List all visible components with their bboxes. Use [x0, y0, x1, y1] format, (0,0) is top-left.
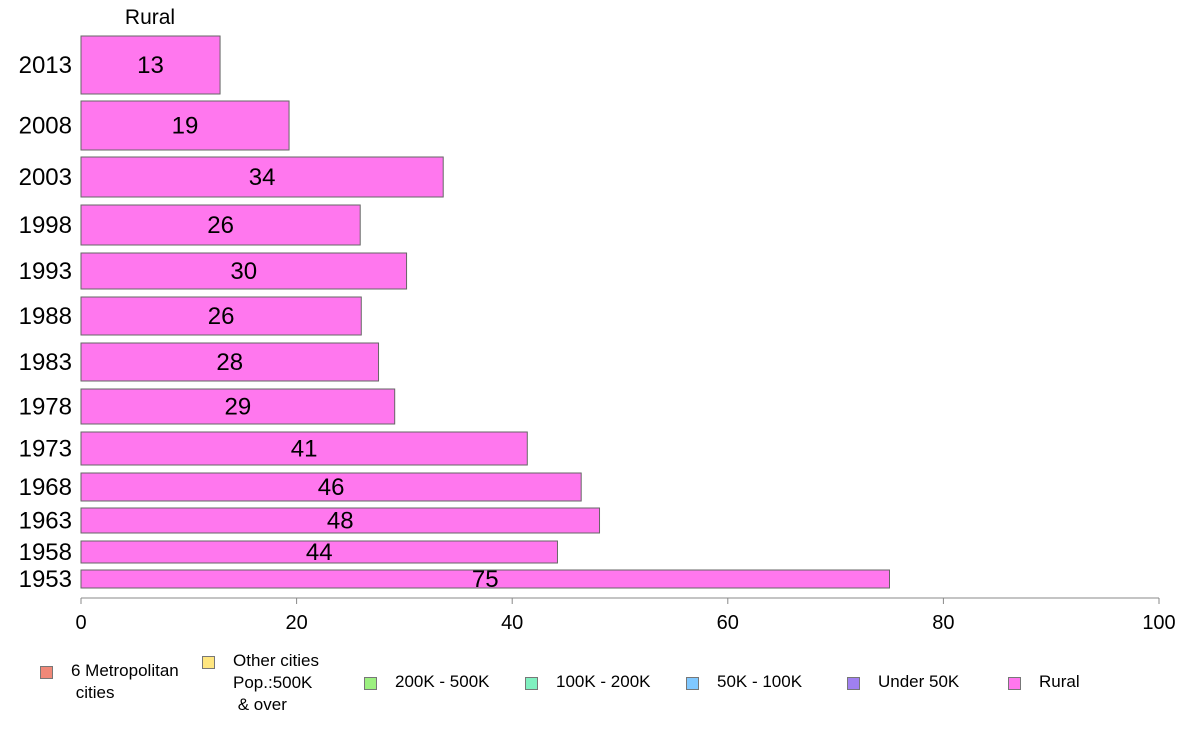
y-tick-label-1998: 1998 [19, 212, 72, 239]
data-label-1988: 26 [208, 303, 235, 330]
bar-1978 [80, 388, 396, 425]
legend-item-0: 6 Metropolitan cities [40, 660, 179, 704]
bar-1973 [80, 431, 528, 466]
legend-swatch [364, 677, 377, 690]
bar-1958 [80, 540, 558, 564]
legend-item-6: Rural [1008, 671, 1080, 693]
data-label-2008: 19 [172, 113, 199, 140]
bar-2008 [80, 100, 290, 151]
x-tick-label-0: 0 [75, 612, 86, 634]
y-tick-label-1988: 1988 [19, 303, 72, 330]
y-tick-label-1958: 1958 [19, 539, 72, 566]
panel-title: Rural [124, 6, 176, 29]
data-label-1958: 44 [306, 539, 333, 566]
legend-swatch [847, 677, 860, 690]
y-tick-label-1953: 1953 [19, 566, 72, 593]
bar-1983 [80, 342, 380, 382]
y-tick-label-1973: 1973 [19, 436, 72, 463]
bar-1998 [80, 204, 361, 246]
data-label-2003: 34 [249, 164, 276, 191]
data-label-2013: 13 [137, 52, 164, 79]
data-label-1973: 41 [291, 436, 318, 463]
data-label-1978: 29 [224, 394, 251, 421]
bar-chart: 2013 13 2008 19 2003 34 1998 26 1993 30 1988 26 1983… [19, 35, 1176, 634]
legend-swatch [686, 677, 699, 690]
data-label-1998: 26 [207, 212, 234, 239]
bar-1988 [80, 296, 362, 336]
data-label-1993: 30 [230, 258, 257, 285]
legend-label: 50K - 100K [717, 672, 803, 691]
y-tick-label-2013: 2013 [19, 52, 72, 79]
legend-item-4: 50K - 100K [686, 671, 802, 693]
y-tick-label-1993: 1993 [19, 258, 72, 285]
y-tick-label-2003: 2003 [19, 164, 72, 191]
legend-label: Other cities Pop.:500K & over [233, 651, 319, 714]
legend-swatch [525, 677, 538, 690]
bar-1968 [80, 472, 582, 502]
x-tick-label-100: 100 [1142, 612, 1175, 634]
legend-item-2: 200K - 500K [364, 671, 490, 693]
legend-label: Under 50K [878, 672, 960, 691]
bar-2013 [80, 35, 221, 95]
bar-2003 [80, 156, 444, 198]
legend-label: 200K - 500K [395, 672, 490, 691]
y-tick-label-1978: 1978 [19, 394, 72, 421]
x-tick-label-60: 60 [717, 612, 739, 634]
y-tick-label-1963: 1963 [19, 508, 72, 535]
data-label-1983: 28 [216, 349, 243, 376]
legend: 6 Metropolitan cities Other cities Pop.:5… [0, 640, 1188, 736]
legend-label: 6 Metropolitan cities [71, 661, 179, 702]
bar-1993 [80, 252, 408, 290]
y-tick-label-1983: 1983 [19, 349, 72, 376]
data-label-1968: 46 [318, 474, 345, 501]
x-tick-label-40: 40 [501, 612, 523, 634]
bar-1953 [80, 569, 890, 589]
x-tick-label-80: 80 [932, 612, 954, 634]
legend-item-5: Under 50K [847, 671, 959, 693]
data-label-1953: 75 [472, 566, 499, 593]
data-label-1963: 48 [327, 508, 354, 535]
y-tick-label-2008: 2008 [19, 113, 72, 140]
bar-1963 [80, 507, 601, 534]
legend-item-1: Other cities Pop.:500K & over [202, 650, 319, 716]
x-tick-label-20: 20 [285, 612, 307, 634]
legend-item-3: 100K - 200K [525, 671, 651, 693]
legend-swatch [202, 656, 215, 669]
legend-swatch [40, 666, 53, 679]
y-tick-label-1968: 1968 [19, 474, 72, 501]
legend-label: Rural [1039, 672, 1080, 691]
legend-label: 100K - 200K [556, 672, 651, 691]
legend-swatch [1008, 677, 1021, 690]
